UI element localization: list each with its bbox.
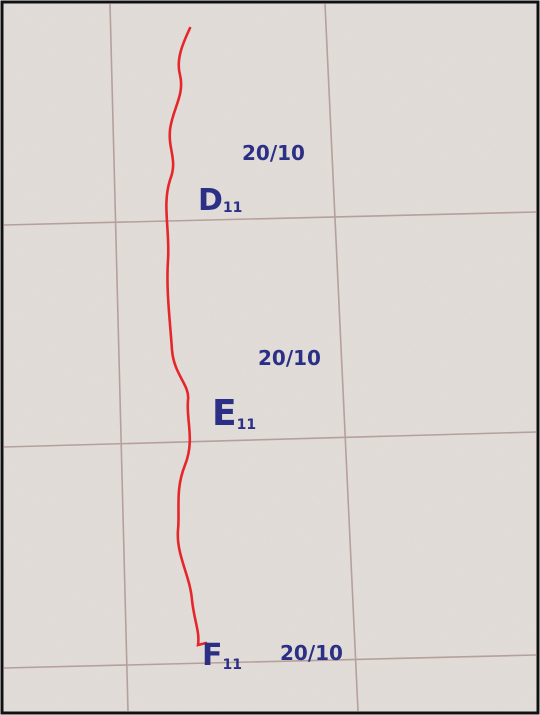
subscript: 11: [223, 657, 242, 673]
letter: E: [212, 393, 237, 434]
date: 20/10: [242, 141, 305, 165]
photo: 20/10 D11 20/10 E11 F11 20/10: [0, 0, 540, 715]
date: 20/10: [280, 641, 343, 665]
page: 20/10 D11 20/10 E11 F11 20/10 (() => { c…: [0, 0, 540, 715]
subscript: 11: [237, 417, 256, 433]
date: 20/10: [258, 346, 321, 370]
letter: F: [202, 638, 223, 673]
letter: D: [198, 183, 223, 218]
subscript: 11: [223, 200, 242, 216]
